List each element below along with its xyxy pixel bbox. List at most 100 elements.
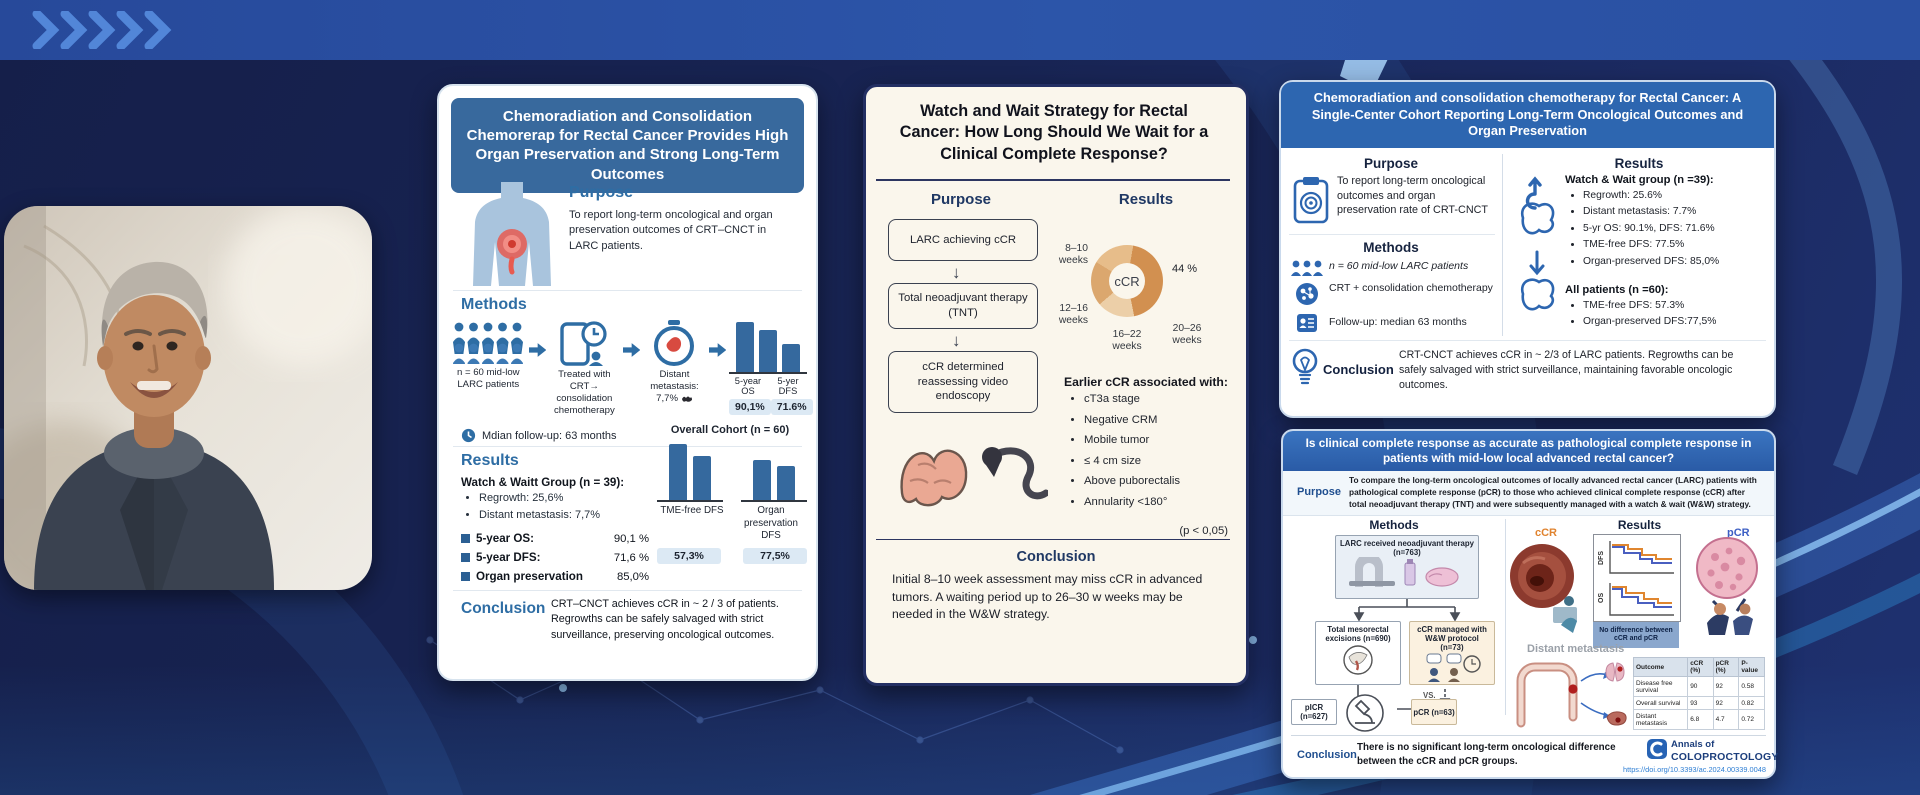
poster4-conclusion-label: Conclusion: [1297, 749, 1357, 761]
flow-box-tme-text: Total mesorectal excisions (n=690): [1325, 625, 1391, 643]
flow-box-tme: Total mesorectal excisions (n=690): [1315, 621, 1401, 685]
followup-row: Mdian follow-up: 63 months: [461, 428, 617, 443]
poster4-title: Is clinical complete response as accurat…: [1283, 431, 1774, 471]
stat-label: Organ preservation: [476, 570, 583, 583]
list-item: Regrowth: 25,6%: [479, 490, 659, 507]
poster4-purpose-label: Purpose: [1297, 486, 1342, 498]
square-bullet: [461, 534, 470, 543]
stat-value: 90,1 %: [613, 532, 649, 545]
arrow-right-icon: [528, 343, 546, 357]
methods-step-treatment: Treated with CRT→ consolidation chemothe…: [549, 320, 620, 417]
journal-name-line1: Annals of: [1671, 739, 1715, 750]
conclusion-divider: [876, 539, 1230, 541]
cohort-bar-value: 77,5%: [743, 548, 807, 565]
poster2-conclusion-heading: Conclusion: [1016, 549, 1096, 565]
stat-value: 71,6 %: [613, 551, 649, 564]
cohort-chart: TME-free DFS Organ preservation DFS 57,3…: [657, 442, 807, 565]
table-row: Disease free survival 90 92 0.58: [1632, 676, 1765, 697]
flow-box-ww-protocol: cCR managed with W&W protocol (n=73): [1409, 621, 1495, 685]
flow-box-neoadjuvant: LARC received neoadjuvant therapy (n=763…: [1335, 535, 1479, 599]
poster1-methods-heading: Methods: [461, 296, 527, 313]
stopwatch-icon: [654, 320, 695, 366]
dfs-axis-label: DFS: [1598, 551, 1605, 565]
bar-mid: [758, 330, 777, 372]
poster3-methods-heading: Methods: [1363, 240, 1419, 255]
kaplan-meier-mini-charts: DFS OS: [1593, 534, 1681, 622]
square-bullet: [461, 553, 470, 562]
consultation-illustration: [1426, 653, 1481, 682]
chart-label-os: 5-year OS: [734, 376, 762, 396]
all-patients-title: All patients (n =60):: [1565, 284, 1669, 296]
list-item: Above puborectalis: [1084, 475, 1244, 487]
title-divider: [876, 179, 1230, 181]
colon-metastasis-illustration: [1516, 662, 1627, 728]
list-item: Annularity <180°: [1084, 496, 1244, 508]
table-row: Overall survival 93 92 0.82: [1632, 696, 1765, 710]
cohort-heading: Overall Cohort (n = 60): [670, 424, 790, 436]
poster3-purpose-text: To report long-term oncological outcomes…: [1337, 175, 1489, 217]
poster3-method-item-2: CRT + consolidation chemotherapy: [1329, 282, 1493, 294]
poster4-methods-heading: Methods: [1369, 518, 1419, 532]
microscope-icon: [1346, 694, 1384, 732]
assoc-heading: Earlier cCR associated with:: [1064, 375, 1228, 389]
glow-dot: [1249, 636, 1257, 644]
poster3-results-heading: Results: [1614, 156, 1664, 171]
table-row: Distant metastasis 6.8 4.7 0.72: [1632, 709, 1765, 730]
list-item: Mobile tumor: [1084, 434, 1244, 446]
stat-label: 5-year OS:: [476, 532, 534, 545]
list-item: Organ-preserved DFS: 85,0%: [1583, 256, 1779, 269]
poster2-title: Watch and Wait Strategy for Rectal Cance…: [899, 102, 1209, 163]
flow-box-neoadjuvant-text: LARC received neoadjuvant therapy (n=763…: [1340, 539, 1474, 557]
cohort-bar: [777, 466, 795, 500]
col-pvalue: P-value: [1738, 657, 1765, 677]
list-item: TME-free DFS: 57.3%: [1583, 300, 1779, 313]
section-divider: [1289, 234, 1495, 235]
all-patients-bullets: TME-free DFS: 57.3% Organ-preserved DFS:…: [1571, 300, 1779, 333]
section-divider: [453, 590, 802, 591]
chart-value-os: 90,1%: [728, 399, 771, 415]
poster1-ww-group-title: Watch & Waitt Group (n = 39):: [461, 476, 625, 489]
arrow-down-icon: ↓: [952, 331, 961, 350]
list-item: 5-yr OS: 90.1%, DFS: 71.6%: [1583, 223, 1779, 236]
arrow-right-icon: [708, 343, 726, 357]
bar-dfs: [781, 344, 800, 372]
poster1-ww-bullets: Regrowth: 25,6% Distant metastasis: 7,7%: [465, 490, 659, 523]
chevrons-icon: [32, 11, 172, 49]
stat-value: 85,0%: [616, 570, 649, 583]
poster3-method-item-1: n = 60 mid-low LARC patients: [1329, 260, 1469, 272]
arrow-right-icon: [622, 343, 641, 357]
donut-callout-44: 44 %: [1172, 263, 1198, 275]
methods-step-metastasis: Distant metastasis: 7,7%: [643, 320, 705, 405]
record-card-icon: [1297, 314, 1317, 332]
torso-tumor-icon: [473, 182, 551, 286]
clock-icon: [461, 428, 476, 443]
people-trio-icon: [1291, 260, 1323, 276]
outcomes-table: Outcome cCR (%) pCR (%) P-value Disease …: [1632, 657, 1765, 730]
poster3-purpose-heading: Purpose: [1363, 156, 1418, 171]
poster-watch-and-wait: Watch and Wait Strategy for Rectal Cance…: [863, 84, 1249, 686]
ct-scanner-illustration: [1349, 553, 1459, 587]
methods-step-patients: n = 60 mid-low LARC patients: [451, 320, 526, 391]
histology-image: [1696, 537, 1758, 635]
bar-os: [735, 322, 754, 372]
ccr-label: cCR: [1535, 527, 1558, 539]
os-axis-label: OS: [1598, 593, 1605, 603]
poster1-stats: 5-year OS: 90,1 % 5-year DFS: 71,6 % Org…: [461, 532, 649, 583]
column-divider: [1502, 154, 1503, 336]
section-divider: [1289, 340, 1766, 341]
list-item: Regrowth: 25.6%: [1583, 190, 1779, 203]
flow-box-picr: pICR (n=627): [1291, 699, 1337, 725]
col-ccr: cCR (%): [1687, 657, 1714, 677]
cell-cluster-icon: [1296, 283, 1318, 305]
poster4-conclusion-text: There is no significant long-term oncolo…: [1357, 742, 1616, 767]
methods-outcome-chart: 5-year OS 5-yer DFS 90,1% 71.6%: [728, 320, 813, 415]
ww-group-title: Watch & Wait group (n =39):: [1565, 174, 1714, 186]
poster4-purpose-text: To compare the long-term oncological out…: [1349, 475, 1757, 510]
flow-box-ww-protocol-text: cCR managed with W&W protocol (n=73): [1417, 625, 1487, 652]
doi-link[interactable]: https://doi.org/10.3393/ac.2024.00339.00…: [1622, 765, 1766, 774]
poster1-purpose-text: To report long-term oncological and orga…: [569, 209, 773, 252]
poster2-purpose-heading: Purpose: [930, 191, 991, 208]
speaker-portrait-illustration: [4, 206, 372, 590]
poster1-conclusion-text: CRT–CNCT achieves cCR in ~ 2 / 3 of pati…: [551, 598, 779, 641]
